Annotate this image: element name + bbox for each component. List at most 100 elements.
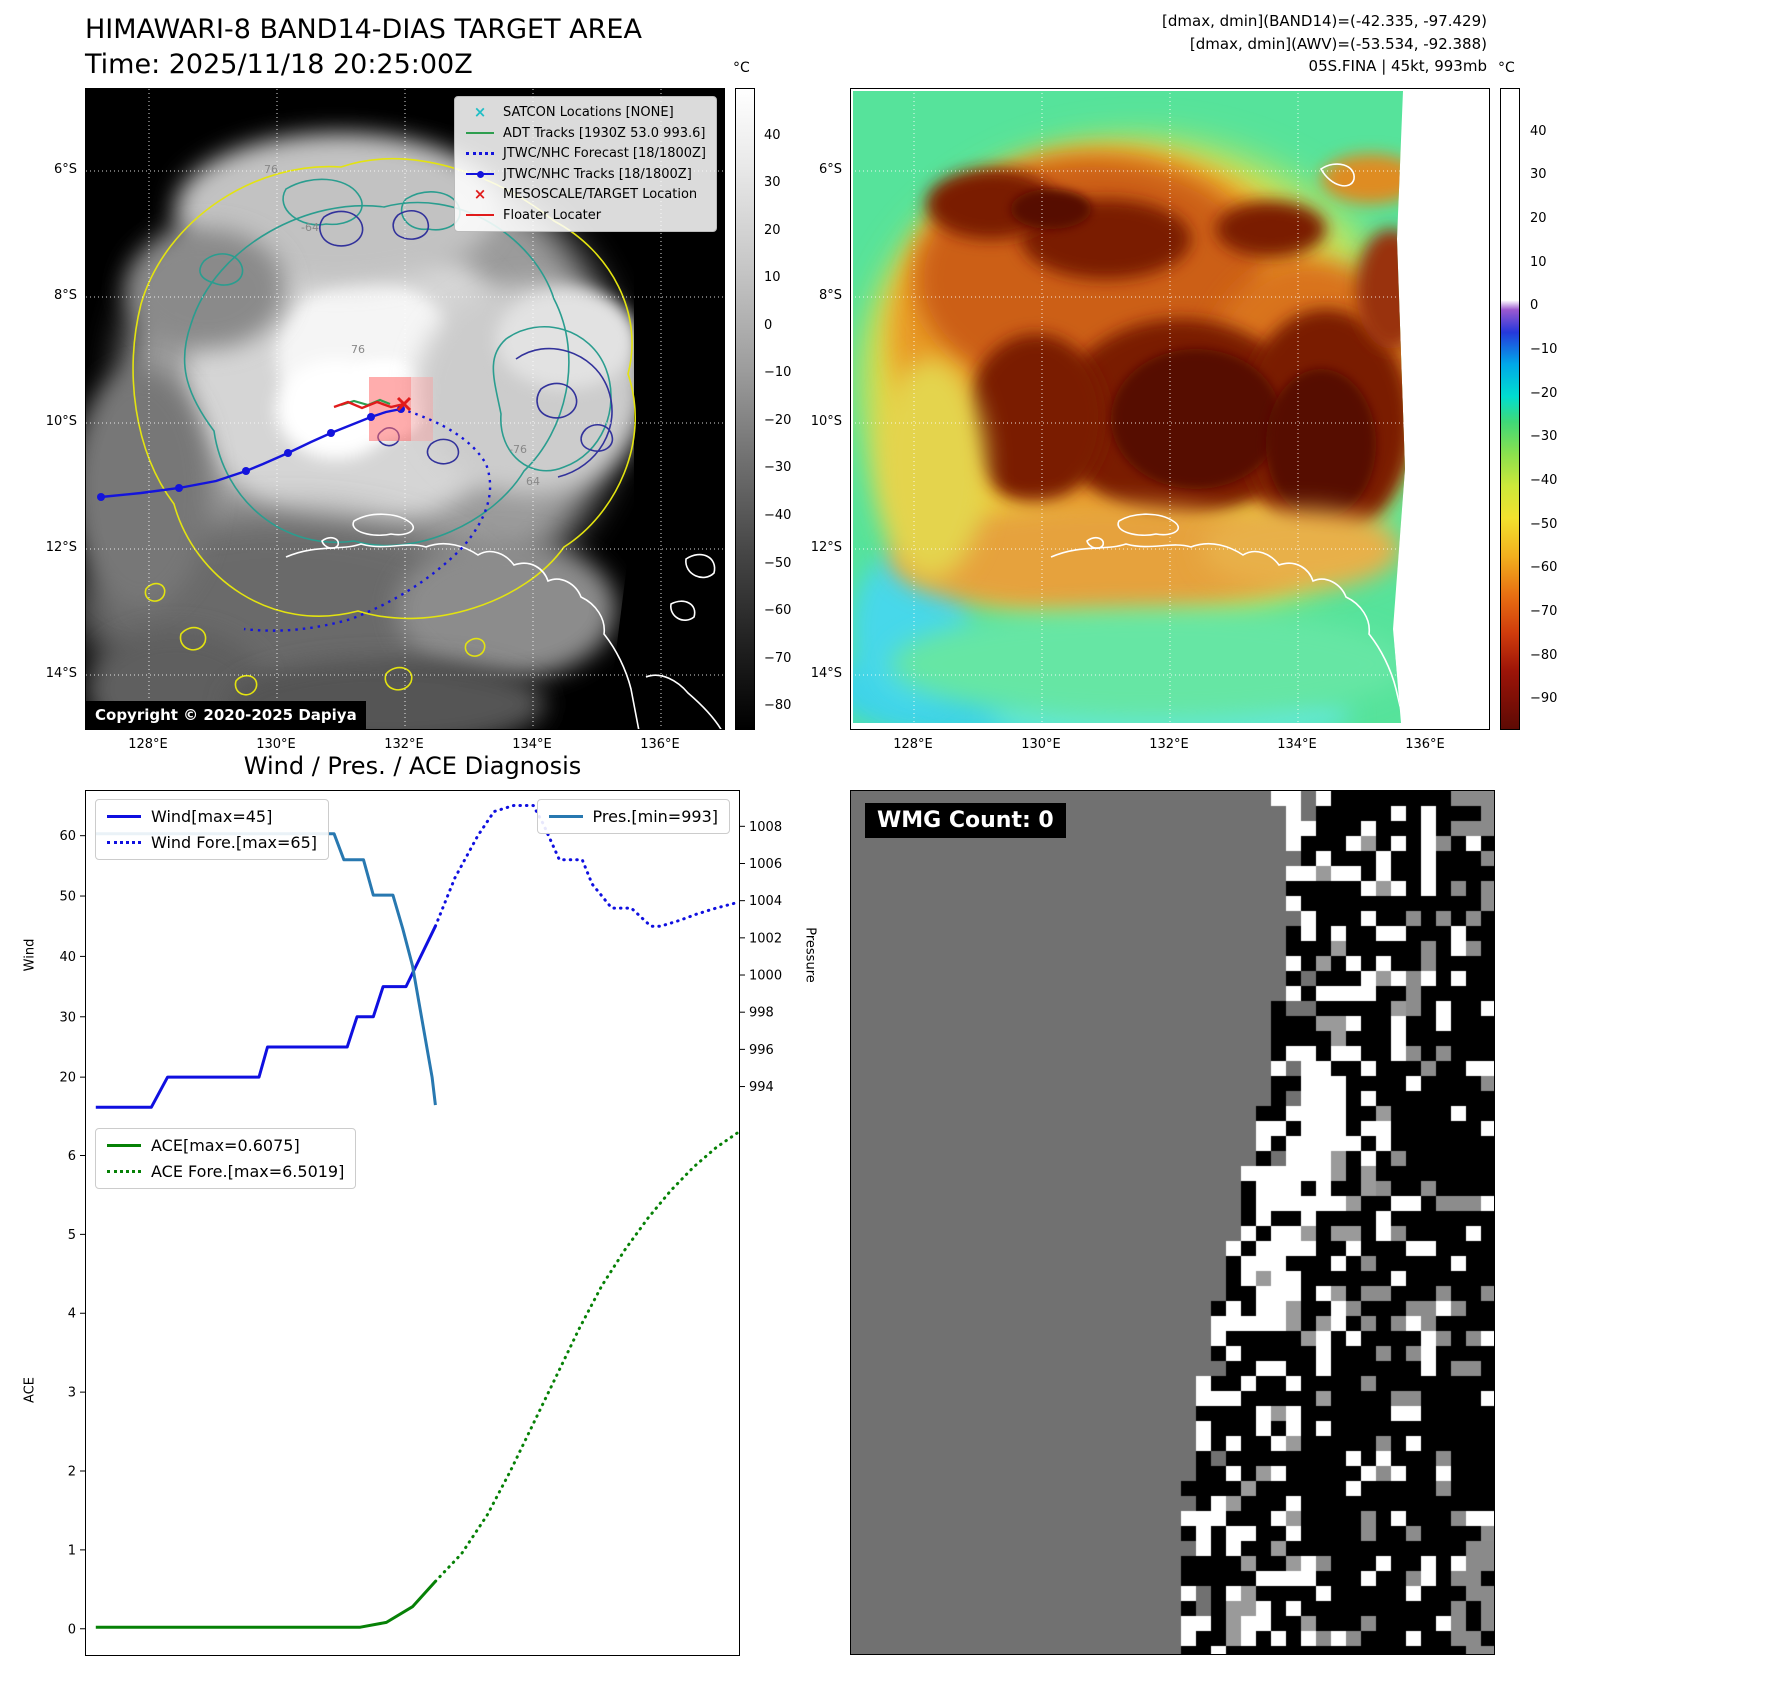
colorbar-tick-label: 10	[764, 270, 781, 286]
awv-info-line-3: 05S.FINA | 45kt, 993mb	[1308, 57, 1487, 75]
awv-info-line-1: [dmax, dmin](BAND14)=(-42.335, -97.429)	[1162, 12, 1487, 30]
awv-info-block: [dmax, dmin](BAND14)=(-42.335, -97.429) …	[1162, 10, 1487, 78]
colorbar-tick-label: −70	[764, 650, 792, 666]
y-tick-right-label: 1002	[749, 931, 782, 946]
wmg-image	[851, 791, 1494, 1654]
colorbar-tick-label: −20	[764, 412, 792, 428]
y-tick-label: 14°S	[810, 666, 842, 681]
chart-legend-label: ACE[max=0.6075]	[151, 1136, 300, 1155]
y-tick-label: 6°S	[53, 162, 77, 177]
colorbar-tick-label: 10	[1530, 254, 1547, 270]
series-ACE[max=0.6075]	[95, 1580, 437, 1629]
awv-colorbar-unit: °C	[1498, 60, 1515, 76]
ir-map: 76 -64 76 -76 64 × SATCON Locations [NONE] ADT…	[85, 88, 725, 730]
legend-item-label: MESOSCALE/TARGET Location	[503, 187, 698, 202]
awv-x-axis: 128°E 130°E 132°E 134°E 136°E	[850, 733, 1490, 755]
dotted-line-icon	[107, 841, 141, 844]
y-tick-right-label: 1004	[749, 894, 782, 909]
ir-y-axis: 6°S 8°S 10°S 12°S 14°S	[33, 88, 81, 730]
ir-title: HIMAWARI-8 BAND14-DIAS TARGET AREA	[85, 14, 642, 45]
awv-map-image	[853, 91, 1405, 723]
colorbar-tick-label: −60	[1530, 560, 1558, 576]
y-tick-label: 3	[68, 1386, 76, 1401]
contour-label: 64	[526, 475, 540, 488]
colorbar-tick-label: −80	[764, 698, 792, 714]
x-tick-label: 136°E	[640, 737, 680, 752]
y-tick-right-label: 1000	[749, 969, 782, 984]
y-tick-right-label: 998	[749, 1006, 774, 1021]
y-tick-right-label: 994	[749, 1080, 774, 1095]
awv-colorbar	[1500, 88, 1520, 730]
contour-label: -64	[301, 221, 319, 234]
legend-item: JTWC/NHC Tracks [18/1800Z]	[465, 166, 706, 183]
legend-item: × MESOSCALE/TARGET Location	[465, 186, 706, 203]
y-tick-label: 0	[68, 1622, 76, 1637]
legend-item: × SATCON Locations [NONE]	[465, 104, 706, 121]
y-tick-label: 12°S	[810, 540, 842, 555]
colorbar-tick-label: −30	[1530, 429, 1558, 445]
y-tick-right-label: 1008	[749, 820, 782, 835]
y-tick-label: 5	[68, 1228, 76, 1243]
x-tick-label: 132°E	[384, 737, 424, 752]
x-marker-icon: ×	[473, 185, 487, 203]
no-data-sector	[606, 89, 724, 729]
legend-line	[466, 132, 494, 134]
ir-title-block: HIMAWARI-8 BAND14-DIAS TARGET AREA Time:…	[85, 12, 642, 82]
colorbar-tick-label: 0	[764, 317, 773, 333]
colorbar-tick-label: −30	[764, 460, 792, 476]
diagnosis-title: Wind / Pres. / ACE Diagnosis	[243, 752, 582, 780]
wmg-count-label: WMG Count: 0	[865, 803, 1066, 838]
colorbar-tick-label: −60	[764, 603, 792, 619]
legend-line	[548, 815, 583, 818]
chart-legend-label: Wind Fore.[max=65]	[151, 833, 317, 852]
awv-info-line-2: [dmax, dmin](AWV)=(-53.534, -92.388)	[1189, 34, 1487, 53]
y-tick-label: 1	[68, 1543, 76, 1558]
y-tick-right-label: 996	[749, 1043, 774, 1058]
colorbar-tick-label: −80	[1530, 647, 1558, 663]
legend-line	[107, 815, 141, 818]
y-tick-label: 10°S	[810, 414, 842, 429]
y-tick-label: 20	[59, 1071, 76, 1086]
contour-label: -76	[509, 443, 527, 456]
colorbar-tick-label: −90	[1530, 691, 1558, 707]
solid-line-icon	[107, 815, 141, 818]
y-tick-label: 4	[68, 1307, 76, 1322]
colorbar-tick-label: 30	[764, 175, 781, 191]
ir-colorbar	[735, 88, 755, 730]
dotted-line-icon	[465, 152, 495, 155]
y-tick-label: 12°S	[45, 540, 77, 555]
pressure-axis-label: Pressure	[802, 927, 818, 983]
series-Pres.[min=993]	[95, 832, 437, 1106]
legend-line	[107, 1170, 141, 1173]
chart-legend-item: Pres.[min=993]	[548, 807, 718, 826]
wmg-panel: WMG Count: 0	[850, 790, 1495, 1655]
y-tick-label: 8°S	[818, 288, 842, 303]
dotted-line-icon	[107, 1170, 141, 1173]
legend-item: Floater Locater	[465, 207, 706, 224]
wind-axis-label: Wind	[22, 938, 38, 972]
colorbar-tick-label: 20	[1530, 211, 1547, 227]
target-x-marker	[396, 396, 412, 412]
chart-legend-item: Wind Fore.[max=65]	[107, 833, 317, 852]
ir-colorbar-unit: °C	[733, 60, 750, 76]
x-marker-icon: ×	[473, 103, 487, 121]
colorbar-tick-label: −40	[1530, 473, 1558, 489]
contour-yellow	[132, 158, 636, 696]
ace-axis-label: ACE	[22, 1377, 38, 1403]
colorbar-tick-label: −70	[1530, 604, 1558, 620]
contour-label: 76	[351, 343, 365, 356]
ir-map-legend: × SATCON Locations [NONE] ADT Tracks [1930…	[454, 96, 717, 232]
wind-legend: Wind[max=45] Wind Fore.[max=65]	[95, 799, 329, 860]
ace-plot: 0 1 2 3 4 5 6	[68, 1130, 741, 1637]
y-tick-label: 14°S	[45, 666, 77, 681]
copyright-label: Copyright © 2020-2025 Dapiya	[86, 701, 366, 729]
gridlines	[853, 91, 1405, 723]
colorbar-tick-label: 40	[1530, 123, 1547, 139]
series-ACE Fore.[max=6.5019]	[433, 1130, 741, 1583]
y-tick-label: 2	[68, 1465, 76, 1480]
y-tick-label: 30	[59, 1010, 76, 1025]
colorbar-tick-label: −20	[1530, 385, 1558, 401]
coastline	[285, 513, 722, 729]
x-tick-label: 128°E	[893, 737, 933, 752]
